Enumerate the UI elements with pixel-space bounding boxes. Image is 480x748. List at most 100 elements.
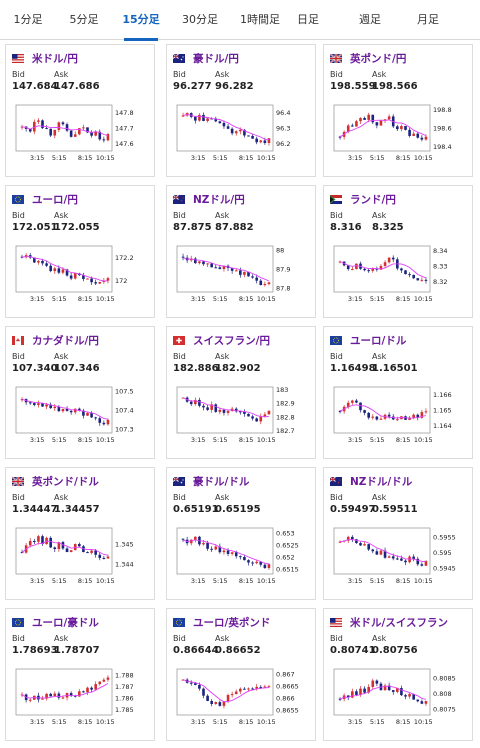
candle-body: [210, 404, 213, 410]
pair-name[interactable]: ユーロ/ドル: [350, 334, 407, 347]
candle-body: [53, 406, 57, 409]
y-tick-label: 147.8: [115, 109, 134, 117]
pair-name[interactable]: スイスフラン/円: [193, 334, 271, 347]
mini-candlestick-chart[interactable]: 0.653 0.6525 0.652 0.6515 3:15 5:15 8:15 10:15: [175, 524, 309, 596]
candle-body: [202, 688, 205, 696]
pair-card[interactable]: ユーロ/円 Bid Ask 172.051 172.055 172.2 172 3:15 5:1…: [5, 185, 155, 318]
pair-card[interactable]: NZドル/円 Bid Ask 87.875 87.882 88 87.9 87.8 3:15 5:…: [166, 185, 316, 318]
pair-card[interactable]: 豪ドル/円 Bid Ask 96.277 96.282 96.4 96.3 96.2 3:15 5…: [166, 44, 316, 177]
ask-label: Ask: [215, 493, 230, 502]
candle-body: [408, 129, 411, 136]
candle-body: [267, 564, 271, 568]
y-tick-label: 0.8075: [433, 705, 456, 713]
y-tick-label: 1.165: [433, 407, 452, 415]
pair-card[interactable]: 英ポンド/円 Bid Ask 198.559 198.566 198.8 198.6 198.…: [323, 44, 473, 177]
candle-body: [416, 414, 420, 418]
tab-7[interactable]: 週足: [359, 13, 381, 26]
card-header: NZドル/ドル: [330, 474, 412, 488]
pair-name[interactable]: 英ポンド/円: [350, 52, 407, 65]
pair-card[interactable]: 英ポンド/ドル Bid Ask 1.34447 1.34457 1.345 1.344 3:1…: [5, 467, 155, 600]
mini-candlestick-chart[interactable]: 88 87.9 87.8 3:15 5:15 8:15 10:15: [175, 242, 309, 314]
gb-flag-icon: [330, 53, 342, 63]
pair-card[interactable]: NZドル/ドル Bid Ask 0.59497 0.59511 0.5955 0.595 0.…: [323, 467, 473, 600]
tab-5[interactable]: 1時間足: [240, 13, 280, 26]
pair-name[interactable]: 米ドル/スイスフラン: [350, 616, 449, 629]
pair-name[interactable]: 豪ドル/円: [193, 52, 239, 65]
candle-body: [106, 677, 110, 680]
candle-body: [412, 556, 415, 559]
pair-card[interactable]: 米ドル/スイスフラン Bid Ask 0.80741 0.80756 0.8085 0.80…: [323, 608, 473, 741]
mini-candlestick-chart[interactable]: 198.8 198.6 198.4 3:15 5:15 8:15 10:15: [332, 101, 466, 173]
tab-2[interactable]: 5分足: [69, 13, 99, 26]
eu-flag-icon: [12, 194, 24, 204]
pair-name[interactable]: 英ポンド/ドル: [32, 475, 99, 488]
mini-candlestick-chart[interactable]: 96.4 96.3 96.2 3:15 5:15 8:15 10:15: [175, 101, 309, 173]
mini-candlestick-chart[interactable]: 8.34 8.33 8.32 3:15 5:15 8:15 10:15: [332, 242, 466, 314]
tab-8[interactable]: 月足: [417, 13, 439, 26]
pair-card[interactable]: ランド/円 Bid Ask 8.316 8.325 8.34 8.33 8.32 3:15 5:1…: [323, 185, 473, 318]
tab-4[interactable]: 30分足: [182, 13, 218, 26]
pair-name[interactable]: NZドル/ドル: [350, 475, 413, 488]
candle-body: [363, 118, 366, 120]
chart-svg: 0.8085 0.808 0.8075 3:15 5:15 8:15 10:15: [333, 668, 456, 726]
pair-name[interactable]: カナダドル/円: [32, 334, 99, 347]
candle-body: [267, 282, 271, 285]
bid-label: Bid: [12, 493, 25, 502]
candle-body: [263, 686, 267, 688]
card-header: 豪ドル/ドル: [173, 474, 249, 488]
bid-label: Bid: [12, 211, 25, 220]
pair-name[interactable]: ユーロ/豪ドル: [32, 616, 99, 629]
bid-label: Bid: [12, 634, 25, 643]
pair-name[interactable]: ユーロ/円: [32, 193, 78, 206]
candle-body: [106, 278, 110, 281]
pair-name[interactable]: ランド/円: [350, 193, 396, 206]
mini-candlestick-chart[interactable]: 183 182.9 182.8 182.7 3:15 5:15 8:15 10:15: [175, 383, 309, 455]
bid-value: 0.65191: [173, 504, 219, 515]
ask-value: 8.325: [372, 222, 404, 233]
mini-candlestick-chart[interactable]: 172.2 172 3:15 5:15 8:15 10:15: [14, 242, 148, 314]
pair-card[interactable]: スイスフラン/円 Bid Ask 182.886 182.902 183 182.9 182.…: [166, 326, 316, 459]
candle-body: [61, 269, 65, 273]
pair-name[interactable]: 米ドル/円: [32, 52, 78, 65]
candle-body: [255, 277, 258, 281]
pair-name[interactable]: NZドル/円: [193, 193, 245, 206]
pair-card[interactable]: ユーロ/豪ドル Bid Ask 1.78693 1.78707 1.788 1.787 1.7…: [5, 608, 155, 741]
au-flag-icon: [173, 476, 185, 486]
mini-candlestick-chart[interactable]: 107.5 107.4 107.3 3:15 5:15 8:15 10:15: [14, 383, 148, 455]
eu-flag-icon: [12, 617, 24, 627]
bid-label: Bid: [12, 352, 25, 361]
pair-card[interactable]: 米ドル/円 Bid Ask 147.684 147.686 147.8 147.7 147.6…: [5, 44, 155, 177]
tab-6[interactable]: 日足: [297, 13, 319, 26]
pair-name[interactable]: 豪ドル/ドル: [193, 475, 250, 488]
mini-candlestick-chart[interactable]: 0.5955 0.595 0.5945 3:15 5:15 8:15 10:15: [332, 524, 466, 596]
mini-candlestick-chart[interactable]: 1.345 1.344 3:15 5:15 8:15 10:15: [14, 524, 148, 596]
tab-1[interactable]: 1分足: [13, 13, 43, 26]
candle-body: [69, 275, 73, 279]
candle-body: [78, 408, 81, 411]
bid-label: Bid: [173, 70, 186, 79]
candle-body: [181, 679, 185, 681]
candle-body: [28, 540, 32, 546]
x-tick-label: 3:15: [191, 436, 206, 444]
plot-frame: [15, 104, 113, 152]
pair-name[interactable]: ユーロ/英ポンド: [193, 616, 271, 629]
candle-body: [49, 265, 52, 272]
pair-card[interactable]: 豪ドル/ドル Bid Ask 0.65191 0.65195 0.653 0.6525 0.6…: [166, 467, 316, 600]
candle-body: [338, 541, 342, 543]
card-header: 英ポンド/円: [330, 51, 406, 65]
plot-frame: [176, 245, 274, 293]
bid-value: 96.277: [173, 81, 212, 92]
mini-candlestick-chart[interactable]: 1.166 1.165 1.164 3:15 5:15 8:15 10:15: [332, 383, 466, 455]
tab-3[interactable]: 15分足: [118, 0, 164, 41]
pair-card[interactable]: ユーロ/英ポンド Bid Ask 0.86644 0.86652 0.867 0.8665 0…: [166, 608, 316, 741]
mini-candlestick-chart[interactable]: 0.867 0.8665 0.866 0.8655 3:15 5:15 8:15 10:15: [175, 665, 309, 737]
y-tick-label: 0.8085: [433, 675, 456, 683]
candle-body: [37, 260, 40, 263]
mini-candlestick-chart[interactable]: 147.8 147.7 147.6 3:15 5:15 8:15 10:15: [14, 101, 148, 173]
pair-card[interactable]: ユーロ/ドル Bid Ask 1.16498 1.16501 1.166 1.165 1.16…: [323, 326, 473, 459]
card-header: ユーロ/円: [12, 192, 78, 206]
chart-svg: 1.166 1.165 1.164 3:15 5:15 8:15 10:15: [333, 386, 452, 444]
mini-candlestick-chart[interactable]: 1.788 1.787 1.786 1.785 3:15 5:15 8:15 10:15: [14, 665, 148, 737]
pair-card[interactable]: カナダドル/円 Bid Ask 107.340 107.346 107.5 107.4 107…: [5, 326, 155, 459]
mini-candlestick-chart[interactable]: 0.8085 0.808 0.8075 3:15 5:15 8:15 10:15: [332, 665, 466, 737]
